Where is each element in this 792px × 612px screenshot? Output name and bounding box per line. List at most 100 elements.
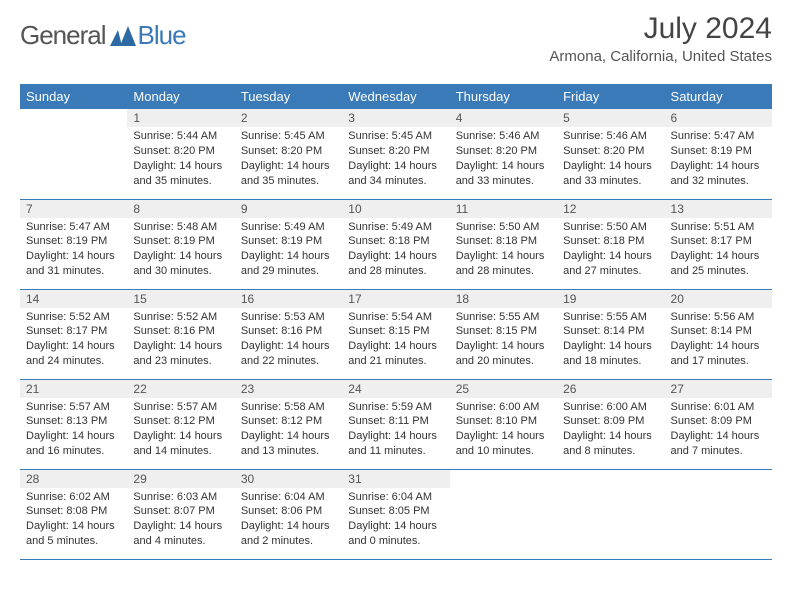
calendar-cell: 28 Sunrise: 6:02 AMSunset: 8:08 PMDayligh… [20,469,127,559]
calendar-cell: 3Sunrise: 5:45 AMSunset: 8:20 PMDaylight… [342,109,449,199]
day-number: 4 [450,109,557,127]
calendar-cell: 21 Sunrise: 5:57 AMSunset: 8:13 PMDayligh… [20,379,127,469]
calendar-cell: 16Sunrise: 5:53 AMSunset: 8:16 PMDayligh… [235,289,342,379]
day-details: Sunrise: 6:00 AMSunset: 8:10 PMDaylight:… [456,400,551,459]
day-number: 31 [342,470,449,488]
day-number: 24 [342,380,449,398]
calendar-cell: 12 Sunrise: 5:50 AMSunset: 8:18 PMDayligh… [557,199,664,289]
calendar-cell: 17Sunrise: 5:54 AMSunset: 8:15 PMDayligh… [342,289,449,379]
day-details: Sunrise: 5:56 AMSunset: 8:14 PMDaylight:… [671,310,766,369]
calendar-cell: 7 Sunrise: 5:47 AMSunset: 8:19 PMDaylight… [20,199,127,289]
day-details: Sunrise: 5:44 AMSunset: 8:20 PMDaylight:… [133,129,228,188]
calendar-cell: . [20,109,127,199]
day-header-friday: Friday [557,84,664,109]
day-details: Sunrise: 5:57 AMSunset: 8:12 PMDaylight:… [133,400,228,459]
day-details: Sunrise: 6:01 AMSunset: 8:09 PMDaylight:… [671,400,766,459]
day-header-tuesday: Tuesday [235,84,342,109]
day-number: 26 [557,380,664,398]
calendar-cell: 6 Sunrise: 5:47 AMSunset: 8:19 PMDaylight… [665,109,772,199]
day-number: 10 [342,200,449,218]
calendar-cell: . [450,469,557,559]
calendar-cell: 24Sunrise: 5:59 AMSunset: 8:11 PMDayligh… [342,379,449,469]
logo-mark-icon [110,26,136,46]
day-number: 23 [235,380,342,398]
calendar-cell: . [557,469,664,559]
day-number: 19 [557,290,664,308]
day-number: 3 [342,109,449,127]
day-number: 1 [127,109,234,127]
calendar-cell: 15Sunrise: 5:52 AMSunset: 8:16 PMDayligh… [127,289,234,379]
calendar-cell: 14Sunrise: 5:52 AMSunset: 8:17 PMDayligh… [20,289,127,379]
calendar-body: .1Sunrise: 5:44 AMSunset: 8:20 PMDayligh… [20,109,772,559]
calendar-cell: 27 Sunrise: 6:01 AMSunset: 8:09 PMDayligh… [665,379,772,469]
day-number: 5 [557,109,664,127]
day-details: Sunrise: 5:47 AMSunset: 8:19 PMDaylight:… [26,220,121,279]
day-header-monday: Monday [127,84,234,109]
calendar-cell: 4 Sunrise: 5:46 AMSunset: 8:20 PMDaylight… [450,109,557,199]
day-details: Sunrise: 6:04 AMSunset: 8:05 PMDaylight:… [348,490,443,549]
day-details: Sunrise: 5:46 AMSunset: 8:20 PMDaylight:… [456,129,551,188]
logo: General Blue [20,12,186,51]
day-number: 9 [235,200,342,218]
calendar-cell: 26Sunrise: 6:00 AMSunset: 8:09 PMDayligh… [557,379,664,469]
calendar-cell: 9 Sunrise: 5:49 AMSunset: 8:19 PMDaylight… [235,199,342,289]
calendar-table: Sunday Monday Tuesday Wednesday Thursday… [20,84,772,560]
day-details: Sunrise: 5:47 AMSunset: 8:19 PMDaylight:… [671,129,766,188]
calendar-week: 21 Sunrise: 5:57 AMSunset: 8:13 PMDayligh… [20,379,772,469]
day-number: 8 [127,200,234,218]
day-number: 25 [450,380,557,398]
page-header: General Blue July 2024 Armona, Californi… [20,12,772,78]
calendar-header-row: Sunday Monday Tuesday Wednesday Thursday… [20,84,772,109]
day-number: 29 [127,470,234,488]
day-number: 6 [665,109,772,127]
day-number: 18 [450,290,557,308]
day-number: 12 [557,200,664,218]
calendar-cell: 22 Sunrise: 5:57 AMSunset: 8:12 PMDayligh… [127,379,234,469]
day-header-thursday: Thursday [450,84,557,109]
day-details: Sunrise: 5:45 AMSunset: 8:20 PMDaylight:… [241,129,336,188]
day-details: Sunrise: 5:58 AMSunset: 8:12 PMDaylight:… [241,400,336,459]
calendar-cell: 23 Sunrise: 5:58 AMSunset: 8:12 PMDayligh… [235,379,342,469]
day-number: 21 [20,380,127,398]
calendar-cell: 30 Sunrise: 6:04 AMSunset: 8:06 PMDayligh… [235,469,342,559]
day-details: Sunrise: 6:02 AMSunset: 8:08 PMDaylight:… [26,490,121,549]
calendar-week: .1 Sunrise: 5:44 AMSunset: 8:20 PMDayligh… [20,109,772,199]
calendar-cell: 29 Sunrise: 6:03 AMSunset: 8:07 PMDayligh… [127,469,234,559]
day-number: 13 [665,200,772,218]
day-number: 28 [20,470,127,488]
day-number: 7 [20,200,127,218]
calendar-cell: 5 Sunrise: 5:46 AMSunset: 8:20 PMDaylight… [557,109,664,199]
day-details: Sunrise: 5:50 AMSunset: 8:18 PMDaylight:… [563,220,658,279]
calendar-cell: 1 Sunrise: 5:44 AMSunset: 8:20 PMDaylight… [127,109,234,199]
title-block: July 2024 Armona, California, United Sta… [549,12,772,65]
day-details: Sunrise: 5:52 AMSunset: 8:16 PMDaylight:… [133,310,228,369]
month-title: July 2024 [549,12,772,46]
day-details: Sunrise: 5:49 AMSunset: 8:18 PMDaylight:… [348,220,443,279]
logo-text-blue: Blue [138,20,186,51]
calendar-cell: 11Sunrise: 5:50 AMSunset: 8:18 PMDayligh… [450,199,557,289]
day-details: Sunrise: 5:54 AMSunset: 8:15 PMDaylight:… [348,310,443,369]
calendar-cell: . [665,469,772,559]
calendar-cell: 31 Sunrise: 6:04 AMSunset: 8:05 PMDayligh… [342,469,449,559]
calendar-cell: 8Sunrise: 5:48 AMSunset: 8:19 PMDaylight… [127,199,234,289]
day-number: 20 [665,290,772,308]
calendar-week: 7 Sunrise: 5:47 AMSunset: 8:19 PMDaylight… [20,199,772,289]
day-number: 30 [235,470,342,488]
calendar-week: 28 Sunrise: 6:02 AMSunset: 8:08 PMDayligh… [20,469,772,559]
day-number: 22 [127,380,234,398]
day-details: Sunrise: 5:49 AMSunset: 8:19 PMDaylight:… [241,220,336,279]
day-details: Sunrise: 5:46 AMSunset: 8:20 PMDaylight:… [563,129,658,188]
day-details: Sunrise: 6:03 AMSunset: 8:07 PMDaylight:… [133,490,228,549]
calendar-cell: 18Sunrise: 5:55 AMSunset: 8:15 PMDayligh… [450,289,557,379]
location: Armona, California, United States [549,48,772,65]
calendar-cell: 13Sunrise: 5:51 AMSunset: 8:17 PMDayligh… [665,199,772,289]
calendar-week: 14Sunrise: 5:52 AMSunset: 8:17 PMDayligh… [20,289,772,379]
calendar-page: General Blue July 2024 Armona, Californi… [0,0,792,612]
day-details: Sunrise: 5:57 AMSunset: 8:13 PMDaylight:… [26,400,121,459]
logo-text-general: General [20,20,106,51]
day-number: 27 [665,380,772,398]
day-header-saturday: Saturday [665,84,772,109]
calendar-cell: 19 Sunrise: 5:55 AMSunset: 8:14 PMDayligh… [557,289,664,379]
day-details: Sunrise: 6:04 AMSunset: 8:06 PMDaylight:… [241,490,336,549]
day-details: Sunrise: 5:55 AMSunset: 8:14 PMDaylight:… [563,310,658,369]
